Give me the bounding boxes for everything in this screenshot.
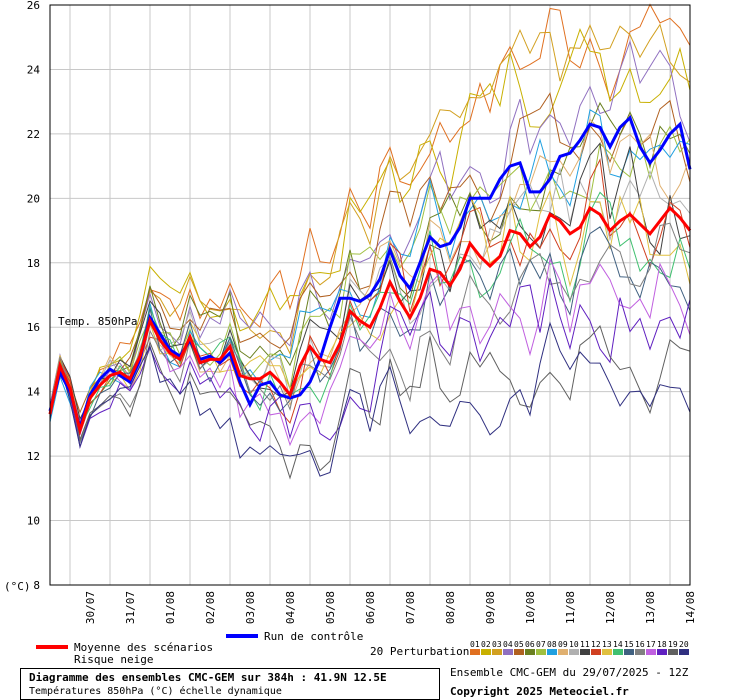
swatch-color xyxy=(613,649,623,655)
x-tick-label: 09/08 xyxy=(484,591,497,624)
swatch-id: 05 xyxy=(514,640,524,649)
swatch-id: 06 xyxy=(525,640,535,649)
perturb-legend-label: 20 Perturbations xyxy=(370,645,476,658)
swatch-color xyxy=(668,649,678,655)
swatch-color xyxy=(580,649,590,655)
swatch-id: 09 xyxy=(558,640,568,649)
swatch-id: 17 xyxy=(646,640,656,649)
x-tick-label: 03/08 xyxy=(244,591,257,624)
perturbation-line-16 xyxy=(49,222,691,444)
snow-legend-label: Risque neige xyxy=(74,653,153,666)
swatch-id: 03 xyxy=(492,640,502,649)
swatch-id: 12 xyxy=(591,640,601,649)
x-tick-label: 12/08 xyxy=(604,591,617,624)
main-lines xyxy=(48,115,692,436)
swatch-id: 14 xyxy=(613,640,623,649)
x-tick-label: 01/08 xyxy=(164,591,177,624)
perturbation-line-03 xyxy=(49,23,691,433)
y-unit-label: (°C) xyxy=(4,580,31,593)
chart-subtitle: Températures 850hPa (°C) échelle dynamiq… xyxy=(29,686,282,697)
perturbation-line-20 xyxy=(49,321,691,477)
y-tick-label: 8 xyxy=(33,579,40,592)
x-tick-label: 14/08 xyxy=(684,591,697,624)
perturbation-line-19 xyxy=(49,325,691,480)
x-tick-label: 10/08 xyxy=(524,591,537,624)
run-info: Ensemble CMC-GEM du 29/07/2025 - 12Z xyxy=(450,666,689,679)
y-tick-label: 22 xyxy=(27,128,40,141)
x-tick-label: 04/08 xyxy=(284,591,297,624)
plot-border xyxy=(49,4,691,586)
swatch-color xyxy=(525,649,535,655)
swatch-id: 02 xyxy=(481,640,491,649)
swatch-color xyxy=(635,649,645,655)
swatch-id: 16 xyxy=(635,640,645,649)
y-tick-label: 12 xyxy=(27,450,40,463)
swatch-id: 15 xyxy=(624,640,634,649)
copyright: Copyright 2025 Meteociel.fr xyxy=(450,685,629,698)
x-tick-label: 30/07 xyxy=(84,591,97,624)
title-box: Diagramme des ensembles CMC-GEM sur 384h… xyxy=(20,668,440,700)
perturbation-line-18 xyxy=(49,278,691,449)
swatch-color xyxy=(492,649,502,655)
y-tick-label: 14 xyxy=(27,386,41,399)
perturbation-line-01 xyxy=(49,3,691,430)
swatch-id: 13 xyxy=(602,640,612,649)
y-tick-label: 18 xyxy=(27,257,40,270)
x-tick-label: 13/08 xyxy=(644,591,657,624)
swatch-color xyxy=(569,649,579,655)
x-tick-label: 11/08 xyxy=(564,591,577,624)
y-tick-label: 20 xyxy=(27,192,40,205)
perturbation-line-14 xyxy=(49,191,691,429)
series-label: Temp. 850hPa xyxy=(58,315,137,328)
swatch-color xyxy=(481,649,491,655)
x-tick-labels: 30/07 31/07 01/08 02/08 03/08 04/08 05/08 06/08… xyxy=(84,591,697,624)
swatch-color xyxy=(602,649,612,655)
swatch-color xyxy=(514,649,524,655)
ensemble-mean-line xyxy=(48,205,692,436)
y-tick-labels: 8 10 12 14 16 18 20 22 24 26 xyxy=(27,0,41,592)
swatch-color xyxy=(679,649,689,655)
swatch-id: 01 xyxy=(470,640,480,649)
y-tick-label: 24 xyxy=(27,63,41,76)
swatch-id: 19 xyxy=(668,640,678,649)
perturbation-line-02 xyxy=(49,28,691,428)
perturbation-line-04 xyxy=(49,39,691,423)
swatch-id: 08 xyxy=(547,640,557,649)
swatch-color xyxy=(503,649,513,655)
y-tick-label: 26 xyxy=(27,0,40,12)
x-tick-label: 06/08 xyxy=(364,591,377,624)
x-tick-label: 02/08 xyxy=(204,591,217,624)
swatch-id: 18 xyxy=(657,640,667,649)
swatch-color xyxy=(646,649,656,655)
swatch-id: 11 xyxy=(580,640,590,649)
swatch-color xyxy=(657,649,667,655)
swatch-color xyxy=(470,649,480,655)
control-legend-label: Run de contrôle xyxy=(264,630,363,643)
perturbation-swatches: 01 02 03 04 05 06 07 08 09 10 11 12 13 14 15 16 17 18 19 20 xyxy=(470,640,689,655)
swatch-id: 04 xyxy=(503,640,513,649)
swatch-color xyxy=(591,649,601,655)
swatch-color xyxy=(547,649,557,655)
x-tick-label: 31/07 xyxy=(124,591,137,624)
mean-legend-label: Moyenne des scénarios xyxy=(74,641,213,654)
swatch-color xyxy=(558,649,568,655)
x-tick-label: 07/08 xyxy=(404,591,417,624)
swatch-id: 07 xyxy=(536,640,546,649)
control-run-line xyxy=(48,115,692,433)
swatch-color xyxy=(624,649,634,655)
swatch-id: 20 xyxy=(679,640,689,649)
chart-title: Diagramme des ensembles CMC-GEM sur 384h… xyxy=(29,671,387,684)
swatch-color xyxy=(536,649,546,655)
x-tick-label: 05/08 xyxy=(324,591,337,624)
x-tick-label: 08/08 xyxy=(444,591,457,624)
y-tick-label: 16 xyxy=(27,321,40,334)
y-tick-label: 10 xyxy=(27,515,40,528)
swatch-id: 10 xyxy=(569,640,579,649)
